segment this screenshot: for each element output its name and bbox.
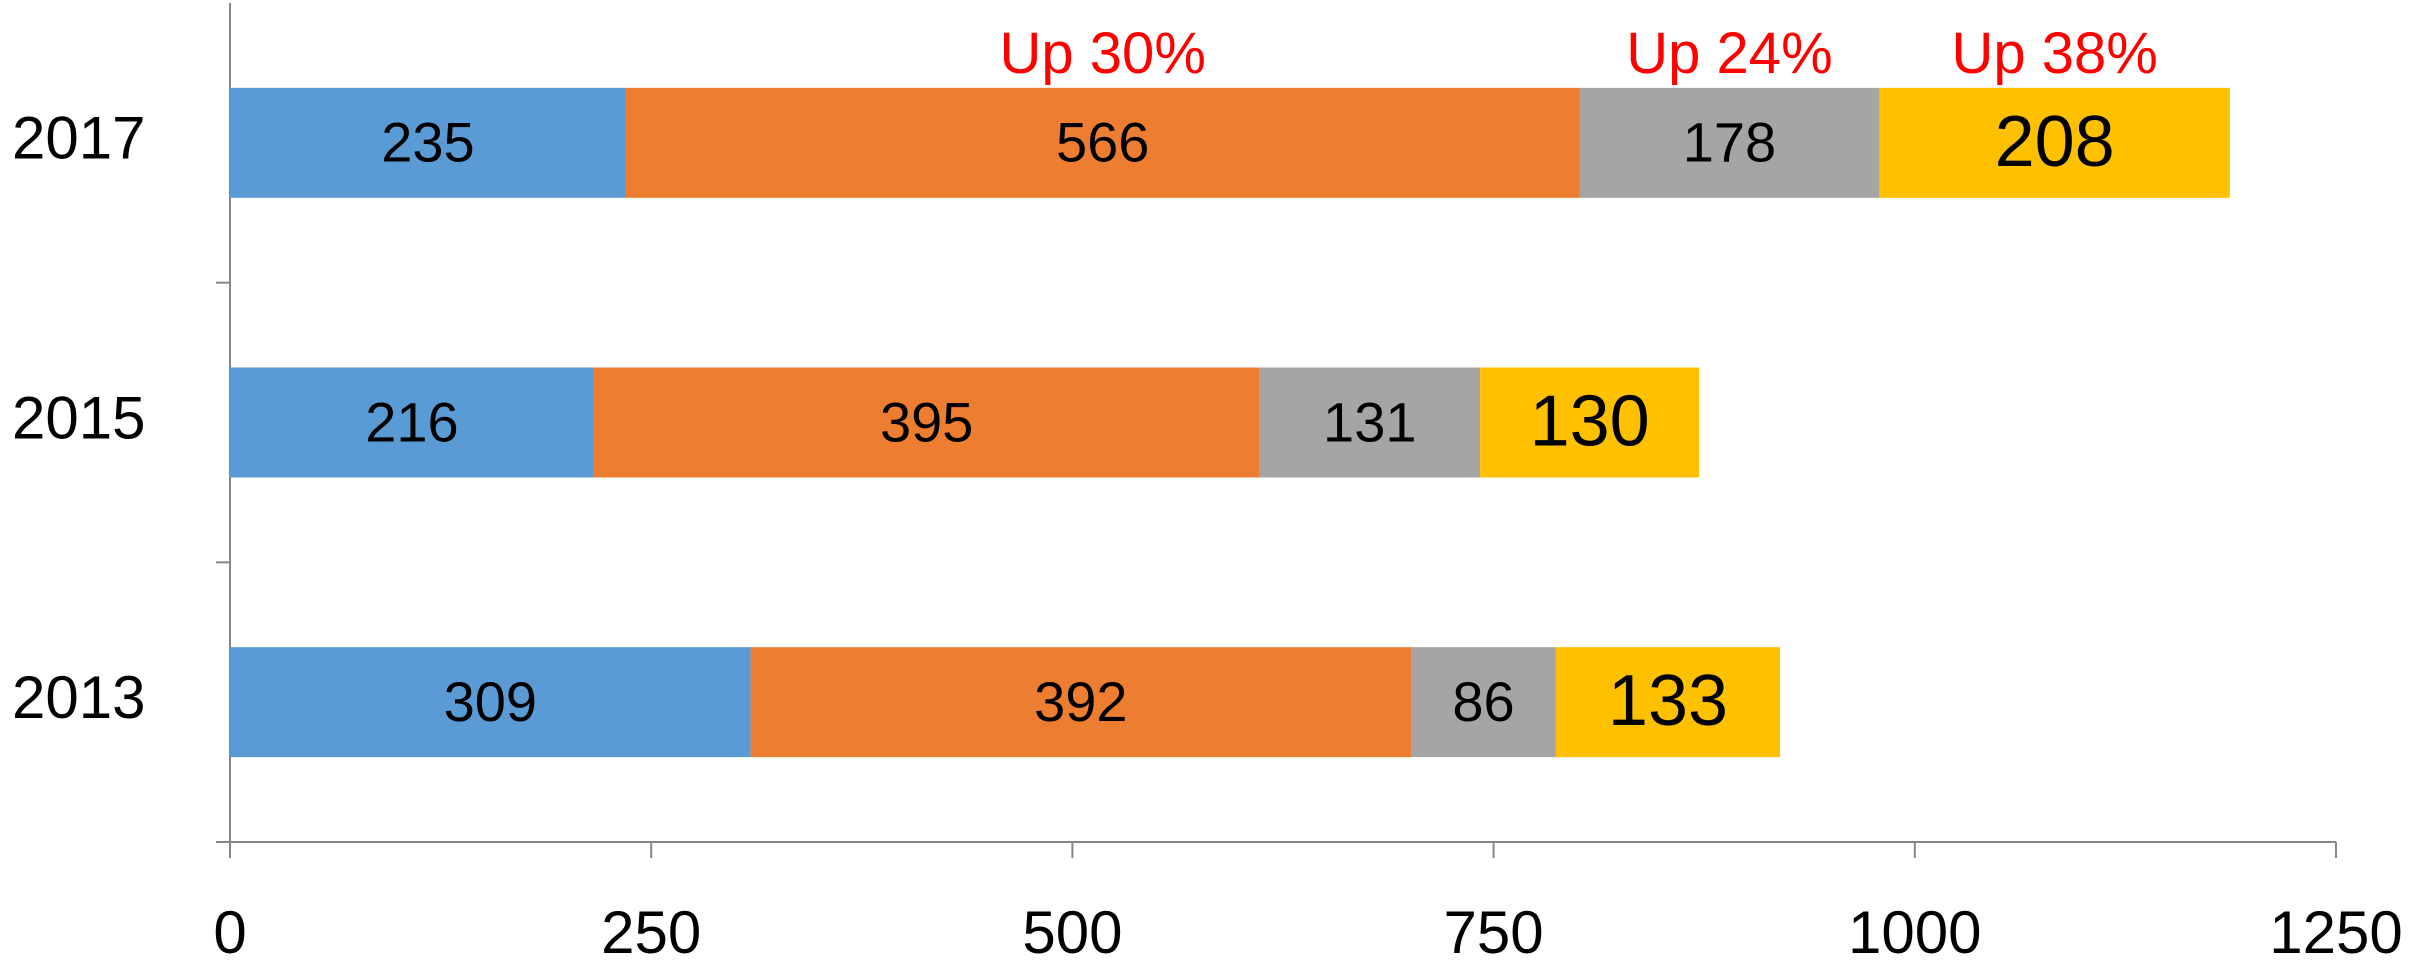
data-label: 216: [365, 390, 458, 453]
bar-segment: [1411, 647, 1556, 758]
data-label: 309: [444, 670, 537, 733]
y-tick-label: 2013: [12, 664, 145, 731]
bar-segment: [593, 367, 1260, 478]
bar-segment: [625, 87, 1580, 198]
bar-segment: [230, 647, 751, 758]
bar-segment: [230, 367, 594, 478]
x-tick-label: 500: [1022, 899, 1122, 966]
annotation: Up 38%: [1951, 21, 2157, 86]
data-label: 131: [1323, 390, 1416, 453]
data-label: 208: [1995, 102, 2115, 182]
bar-segment: [750, 647, 1412, 758]
data-label: 235: [381, 111, 474, 174]
data-label: 86: [1452, 670, 1514, 733]
y-tick-label: 2015: [12, 384, 145, 451]
bar-segment: [1579, 87, 1880, 198]
data-label: 178: [1683, 111, 1776, 174]
x-tick-label: 1000: [1848, 899, 1981, 966]
bar-segment: [1879, 87, 2230, 198]
annotation: Up 24%: [1626, 21, 1832, 86]
data-label: 392: [1034, 670, 1127, 733]
bar-segment: [1259, 367, 1481, 478]
data-label: 566: [1056, 111, 1149, 174]
x-tick-label: 0: [213, 899, 246, 966]
x-tick-label: 750: [1444, 899, 1544, 966]
annotation: Up 30%: [1000, 21, 1206, 86]
x-tick-label: 250: [601, 899, 701, 966]
data-label: 130: [1530, 382, 1650, 462]
bar-segment: [1555, 647, 1781, 758]
y-tick-label: 2017: [12, 105, 145, 172]
data-label: 395: [880, 390, 973, 453]
bar-segment: [1480, 367, 1700, 478]
bar-segment: [230, 87, 626, 198]
x-tick-label: 1250: [2269, 899, 2402, 966]
data-label: 133: [1608, 661, 1728, 741]
